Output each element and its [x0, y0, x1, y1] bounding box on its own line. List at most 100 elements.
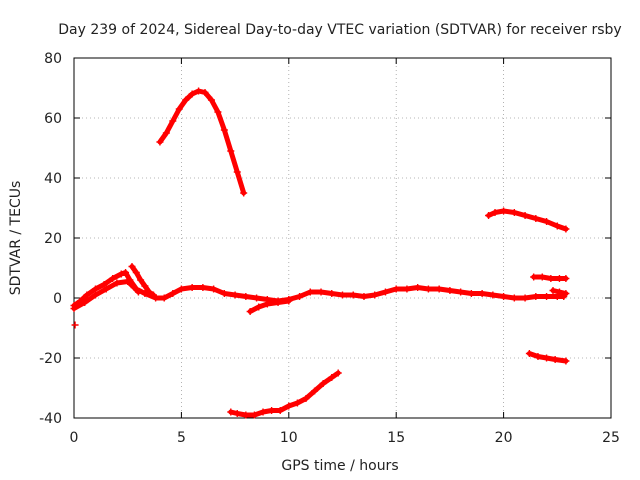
data-point — [328, 374, 336, 381]
data-point — [555, 288, 563, 296]
data-point — [255, 303, 263, 311]
data-point — [145, 288, 153, 296]
data-point — [543, 354, 551, 362]
data-point — [128, 263, 136, 270]
data-point — [233, 168, 241, 176]
data-point — [141, 282, 149, 290]
data-point — [263, 300, 271, 308]
data-point — [70, 305, 78, 312]
data-point — [242, 293, 250, 300]
data-point — [510, 294, 518, 302]
y-tick-label: 0 — [53, 291, 62, 307]
data-point — [177, 285, 185, 293]
data-point — [562, 357, 570, 365]
data-point — [122, 269, 130, 276]
data-point — [311, 387, 319, 395]
x-tick-label: 25 — [602, 430, 620, 446]
data-point — [349, 291, 357, 299]
data-point — [414, 284, 422, 291]
data-point — [210, 285, 218, 293]
data-point — [543, 218, 551, 225]
data-point — [102, 285, 110, 293]
data-point — [162, 129, 170, 137]
data-point — [214, 108, 222, 116]
data-point — [467, 290, 475, 297]
x-tick-labels: 0 5 10 15 20 25 — [70, 430, 620, 446]
data-point — [555, 275, 563, 282]
data-point — [169, 290, 177, 297]
data-point — [242, 411, 250, 419]
data-point — [489, 291, 497, 299]
data-point — [276, 407, 284, 414]
data-point — [562, 290, 570, 297]
data-point — [296, 293, 304, 300]
data-point — [562, 275, 570, 282]
data-point — [446, 287, 454, 294]
data-point — [532, 293, 540, 300]
chart-title: Day 239 of 2024, Sidereal Day-to-day VTE… — [58, 22, 621, 38]
y-tick-label: -40 — [39, 411, 62, 427]
data-point — [543, 293, 551, 300]
data-point — [500, 207, 508, 215]
data-point — [285, 297, 293, 305]
data-point — [435, 285, 443, 293]
data-point — [253, 294, 261, 302]
data-point — [259, 408, 267, 416]
data-point — [188, 90, 196, 98]
data-point — [334, 369, 342, 377]
data-point — [360, 293, 368, 300]
data-point — [207, 96, 215, 104]
data-point — [521, 294, 529, 302]
data-point — [500, 293, 508, 300]
data-point — [71, 321, 79, 329]
data-point — [130, 284, 138, 291]
data-point — [220, 290, 228, 297]
data-point — [201, 89, 209, 96]
data-point — [538, 273, 546, 281]
data-point — [534, 353, 542, 360]
series-lower-right — [525, 350, 570, 365]
data-point — [240, 189, 248, 197]
data-point — [319, 380, 327, 387]
data-point — [81, 299, 89, 306]
series-early-spike — [128, 263, 157, 299]
series-lower-start-band — [70, 278, 142, 312]
y-tick-label: 80 — [44, 51, 62, 67]
data-point — [160, 294, 168, 302]
y-tick-labels: -40 -20 0 20 40 60 80 — [39, 51, 62, 427]
data-point — [195, 87, 203, 95]
x-tick-label: 10 — [280, 430, 298, 446]
plot-frame — [73, 57, 612, 419]
data-point — [553, 293, 561, 300]
data-point — [457, 288, 465, 296]
data-point — [100, 281, 108, 288]
data-point — [491, 209, 499, 216]
x-tick-label: 20 — [495, 430, 513, 446]
data-point — [175, 105, 183, 113]
data-point — [109, 275, 117, 282]
data-point — [83, 291, 91, 299]
data-series — [70, 87, 570, 419]
data-point — [306, 288, 314, 296]
data-point — [403, 285, 411, 293]
data-point — [392, 285, 400, 293]
x-tick-label: 15 — [387, 430, 405, 446]
data-point — [485, 212, 493, 219]
data-point — [137, 276, 145, 284]
data-point — [371, 291, 379, 299]
data-point — [293, 399, 301, 407]
data-point — [510, 209, 518, 216]
data-point — [227, 147, 235, 155]
y-tick-label: 20 — [44, 231, 62, 247]
data-point — [149, 291, 157, 299]
data-point — [134, 288, 142, 296]
data-point — [113, 279, 121, 287]
data-point — [250, 411, 258, 419]
y-axis-label: SDTVAR / TECUs — [8, 181, 24, 296]
data-point — [231, 291, 239, 299]
series-isolated-point — [71, 321, 79, 329]
data-point — [530, 273, 538, 281]
data-point — [285, 402, 293, 410]
